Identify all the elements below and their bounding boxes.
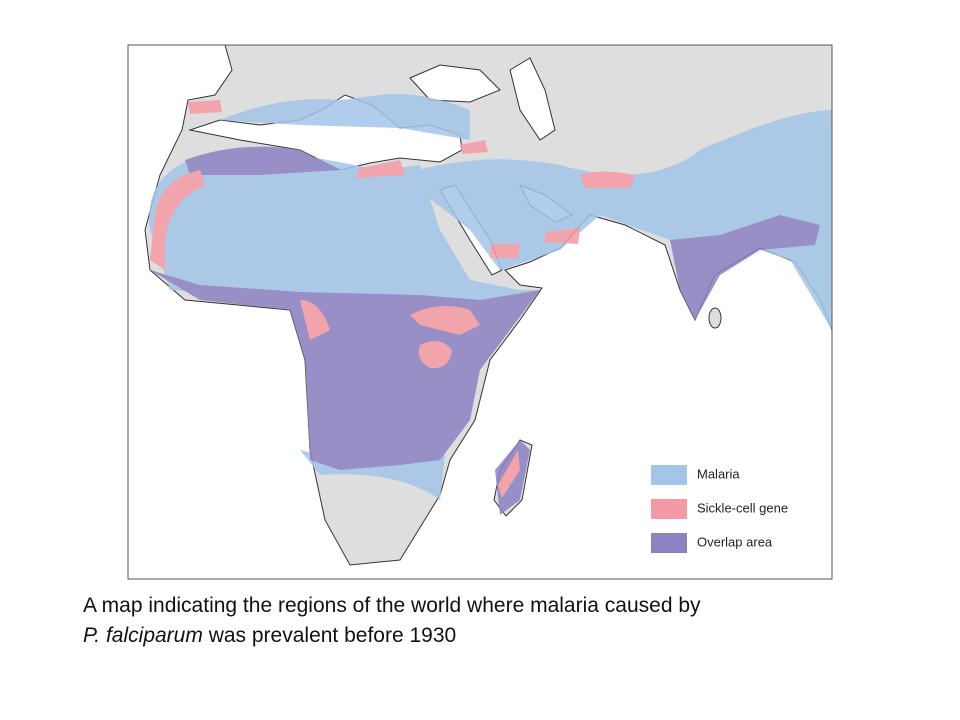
regions [149, 94, 832, 515]
caption-text: A map indicating the regions of the worl… [83, 594, 701, 617]
legend-swatch [651, 499, 687, 519]
caption-line: P. falciparum was prevalent before 1930 [83, 624, 456, 648]
legend-label: Sickle-cell gene [697, 500, 788, 515]
sri-lanka [708, 307, 722, 329]
legend-label: Malaria [697, 466, 740, 481]
species-name: P. falciparum [83, 624, 203, 647]
legend-swatch [651, 533, 687, 553]
map-frame [127, 44, 833, 580]
caption-line: A map indicating the regions of the worl… [83, 594, 701, 618]
legend: Malaria Sickle-cell gene Overlap area [651, 465, 788, 553]
caption-text: was prevalent before 1930 [208, 624, 457, 647]
legend-label: Overlap area [697, 534, 773, 549]
map-body [128, 45, 832, 579]
legend-swatch [651, 465, 687, 485]
map: Malaria Sickle-cell gene Overlap area [127, 44, 833, 580]
